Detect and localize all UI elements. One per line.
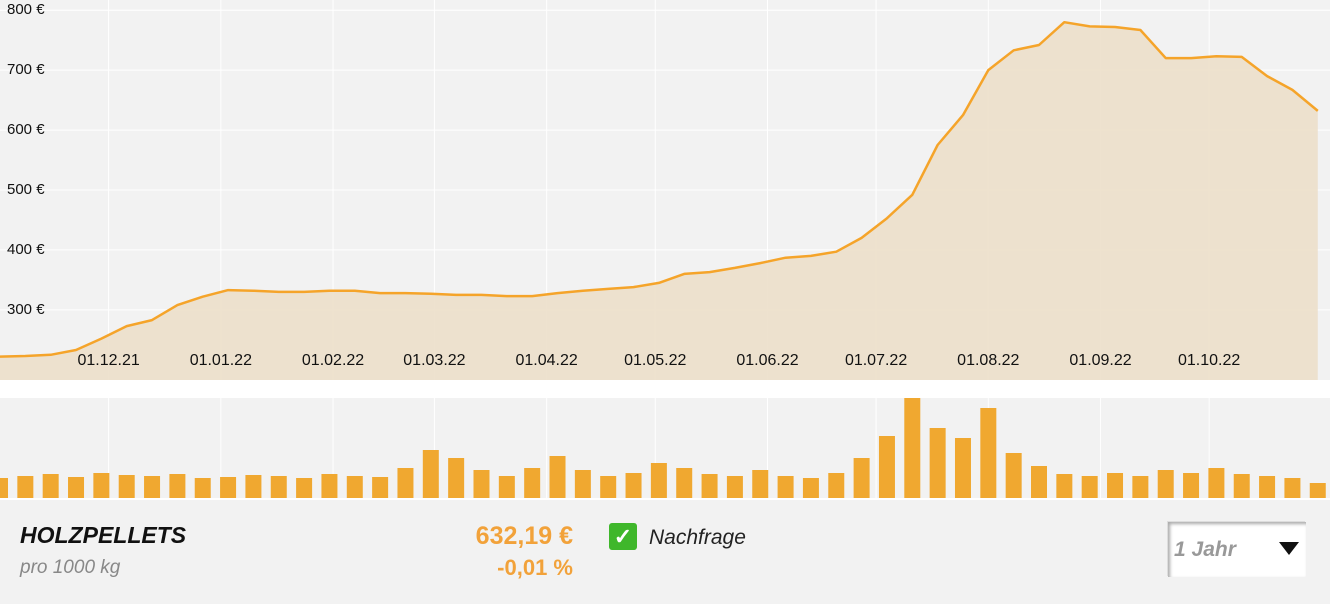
volume-bar (473, 470, 490, 498)
volume-bar (93, 473, 110, 498)
volume-bar (1233, 474, 1250, 498)
volume-bar (549, 456, 566, 498)
y-tick-label: 300 € (7, 301, 45, 318)
volume-bar (1031, 466, 1048, 498)
x-tick-label: 01.06.22 (736, 352, 798, 369)
volume-bar (144, 476, 161, 498)
x-tick-label: 01.01.22 (190, 352, 252, 369)
volume-bar (498, 476, 515, 498)
volume-bar (372, 477, 389, 498)
y-tick-label: 800 € (7, 1, 45, 18)
volume-bar (853, 458, 870, 498)
volume-bar (68, 477, 85, 498)
volume-bar (17, 476, 34, 498)
volume-bar (802, 478, 819, 498)
check-icon: ✓ (609, 523, 637, 550)
volume-bar (1157, 470, 1174, 498)
volume-bar (777, 476, 794, 498)
x-tick-label: 01.03.22 (403, 352, 465, 369)
y-tick-label: 700 € (7, 61, 45, 78)
volume-bar (524, 468, 541, 498)
x-tick-label: 01.09.22 (1069, 352, 1131, 369)
volume-bar (878, 436, 895, 498)
y-tick-label: 500 € (7, 181, 45, 198)
price: 632,19 € (475, 522, 573, 550)
volume-bar (296, 478, 313, 498)
chart: 300 € 400 € 500 € 600 € 700 € 800 € 01.12.21 01… (0, 0, 1330, 498)
volume-bar (1005, 453, 1022, 498)
x-tick-label: 01.10.22 (1178, 352, 1240, 369)
price-area (0, 22, 1318, 380)
volume-bar (1107, 473, 1124, 498)
indicator: Nachfrage (649, 526, 746, 549)
volume-bar (752, 470, 769, 498)
x-tick-label: 01.07.22 (845, 352, 907, 369)
dropdown-arrow[interactable] (1279, 542, 1299, 555)
y-tick-label: 400 € (7, 241, 45, 258)
x-tick-label: 01.12.21 (77, 352, 139, 369)
volume-bar (676, 468, 693, 498)
volume-bar (422, 450, 439, 498)
x-tick-label: 01.05.22 (624, 352, 686, 369)
volume-bar (1309, 483, 1326, 498)
volume-bar (42, 474, 59, 498)
price-line (0, 20, 1319, 358)
volume-bar (1183, 473, 1200, 498)
x-tick-label: 01.04.22 (516, 352, 578, 369)
volume-bar (1284, 478, 1301, 498)
volume-bar (600, 476, 617, 498)
product-unit: pro 1000 kg (20, 557, 121, 578)
volume-bar (1081, 476, 1098, 498)
volume-bar (1056, 474, 1073, 498)
volume-bar (574, 470, 591, 498)
volume-bar (625, 473, 642, 498)
volume-bar (904, 398, 921, 498)
volume-bar (929, 428, 946, 498)
product-title: HOLZPELLETS (20, 522, 187, 548)
volume-bar (194, 478, 211, 498)
period-label[interactable]: 1 Jahr (1174, 538, 1236, 561)
volume-bar (220, 477, 237, 498)
volume-bar (1208, 468, 1225, 498)
volume-bar (118, 475, 135, 498)
volume-bar (0, 478, 8, 498)
volume-bar (397, 468, 414, 498)
volume-bar (448, 458, 465, 498)
volume-bar (954, 438, 971, 498)
volume-bar (346, 476, 363, 498)
volume-bar (245, 475, 262, 498)
price-change: -0,01 % (497, 555, 573, 580)
volume-bar (726, 476, 743, 498)
volume-bar (1259, 476, 1276, 498)
volume-bar (701, 474, 718, 498)
volume-bar (828, 473, 845, 498)
volume-bar (650, 463, 667, 498)
x-tick-label: 01.08.22 (957, 352, 1019, 369)
volume-bar (321, 474, 338, 498)
volume-bar (980, 408, 997, 498)
y-tick-label: 600 € (7, 121, 45, 138)
volume-bar (1132, 476, 1149, 498)
x-tick-label: 01.02.22 (302, 352, 364, 369)
volume-bar (270, 476, 287, 498)
volume-bar (169, 474, 186, 498)
info-panel (0, 500, 1330, 604)
period-dropdown[interactable]: 1 Jahr (1168, 522, 1306, 577)
